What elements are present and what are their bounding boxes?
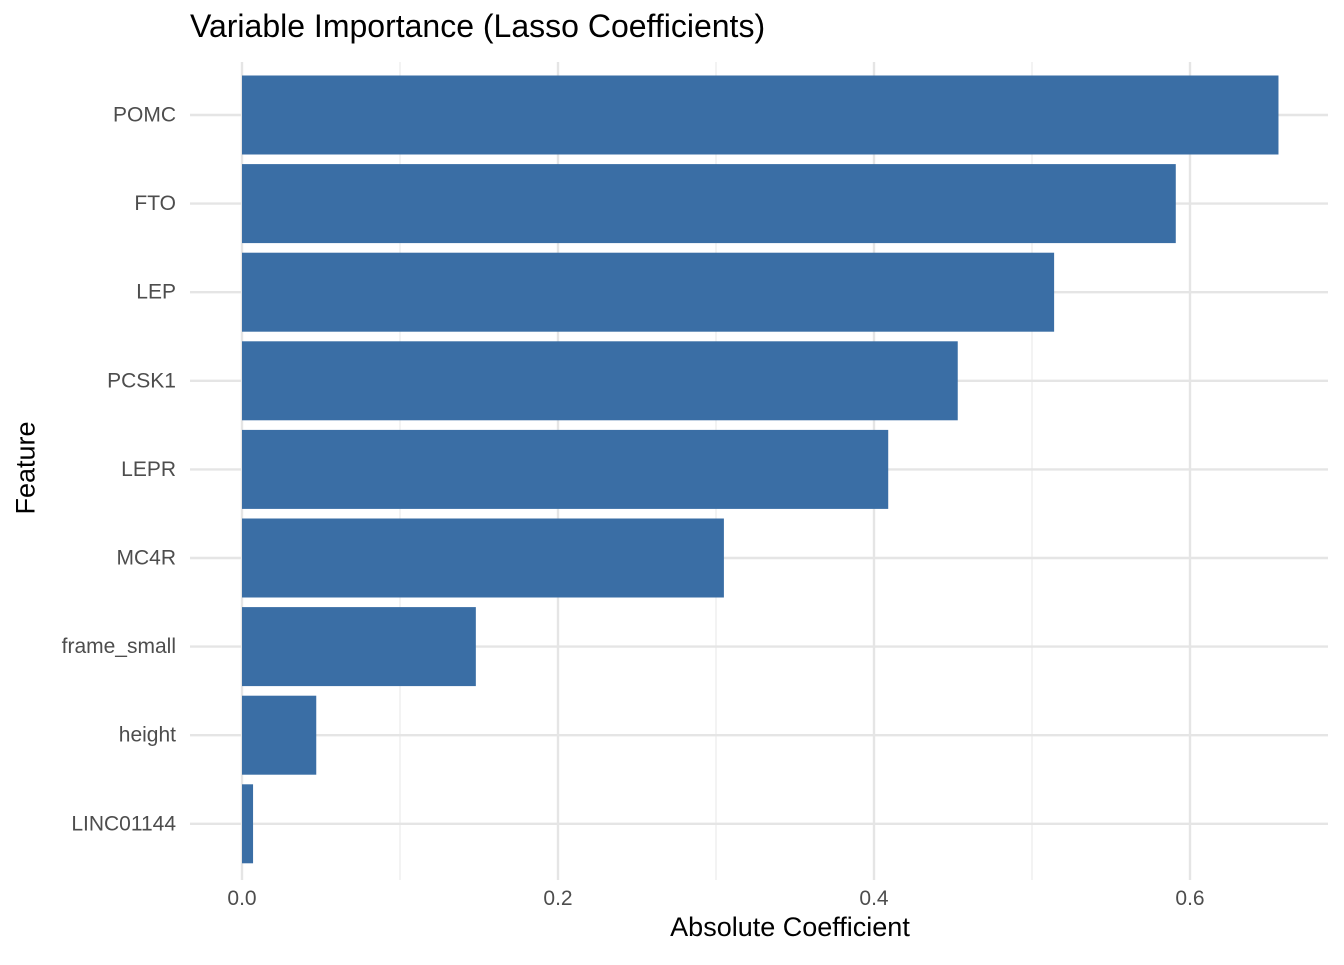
bar	[242, 607, 476, 687]
bar	[242, 164, 1176, 244]
y-tick-label: LEP	[136, 281, 176, 304]
x-tick-labels: 0.0 0.2 0.4 0.6	[227, 887, 1204, 910]
y-tick-label: LINC01144	[71, 812, 176, 835]
chart-title: Variable Importance (Lasso Coefficients)	[190, 8, 766, 44]
y-tick-label: MC4R	[116, 547, 176, 570]
bar	[242, 784, 254, 864]
y-tick-label: FTO	[134, 192, 176, 215]
bars	[242, 75, 1279, 864]
bar	[242, 75, 1279, 155]
x-tick-label: 0.2	[543, 887, 572, 910]
x-tick-label: 0.4	[859, 887, 889, 910]
y-tick-label: height	[119, 724, 176, 747]
bar	[242, 518, 724, 598]
x-axis-title: Absolute Coefficient	[670, 912, 910, 942]
y-tick-label: frame_small	[62, 635, 176, 658]
x-tick-label: 0.6	[1175, 887, 1204, 910]
y-tick-labels: POMC FTO LEP PCSK1 LEPR MC4R frame_smallheight…	[62, 104, 177, 836]
bar	[242, 341, 958, 421]
y-tick-label: POMC	[113, 104, 176, 127]
y-tick-label: LEPR	[121, 458, 176, 481]
y-tick-label: PCSK1	[107, 369, 176, 392]
bar	[242, 429, 889, 509]
bar	[242, 695, 317, 775]
x-tick-label: 0.0	[227, 887, 256, 910]
bar	[242, 252, 1055, 332]
y-axis-title: Feature	[10, 421, 41, 515]
